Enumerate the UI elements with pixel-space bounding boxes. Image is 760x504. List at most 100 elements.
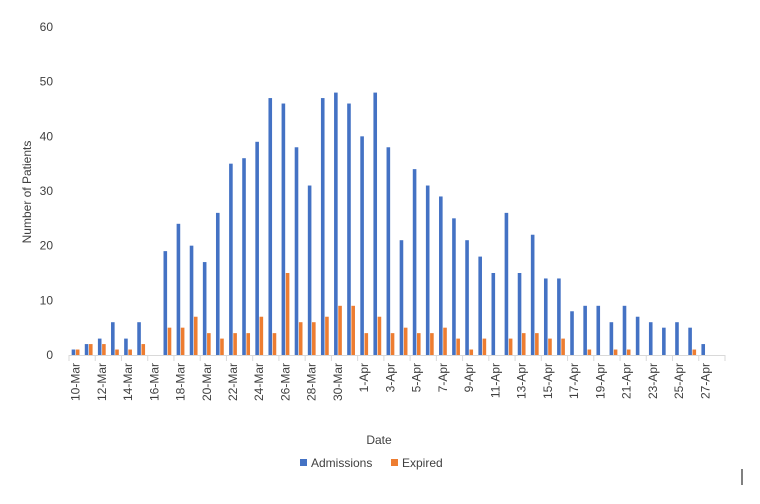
x-tick-label: 14-Mar: [121, 363, 135, 401]
bar-admissions-11-Apr: [491, 273, 496, 355]
bar-expired-27-Mar: [298, 322, 303, 355]
bar-expired-14-Apr: [535, 333, 539, 355]
bar-admissions-27-Apr: [701, 344, 706, 355]
bar-admissions-20-Apr: [609, 322, 614, 355]
x-axis: 10-Mar 12-Mar 14-Mar 16-Mar 18-Mar 20-Mar 22-M…: [68, 355, 726, 401]
y-tick-label: 50: [40, 75, 54, 89]
bar-admissions-20-Mar: [202, 262, 207, 355]
x-tick-label: 3-Apr: [383, 363, 397, 392]
bar-expired-12-Mar: [102, 344, 106, 355]
bar-expired-2-Apr: [377, 316, 382, 355]
bar-admissions-3-Apr: [386, 147, 391, 355]
bar-admissions-25-Mar: [268, 98, 273, 355]
bar-expired-16-Apr: [561, 338, 565, 355]
bar-expired-5-Apr: [416, 333, 421, 355]
bar-admissions-17-Mar: [163, 251, 168, 355]
bar-admissions-2-Apr: [373, 92, 378, 355]
bar-admissions-18-Apr: [583, 305, 587, 355]
bar-expired-20-Apr: [613, 349, 618, 355]
x-tick-label: 21-Apr: [620, 363, 634, 399]
x-axis-title: Date: [366, 433, 392, 447]
bar-expired-31-Mar: [351, 305, 355, 355]
legend-swatch-expired: [391, 459, 398, 466]
bar-expired-30-Mar: [338, 305, 342, 355]
bar-expired-26-Apr: [692, 349, 697, 355]
bar-expired-9-Apr: [469, 349, 474, 355]
bar-admissions-16-Apr: [557, 278, 561, 355]
bar-admissions-27-Mar: [294, 147, 299, 355]
bar-expired-12-Apr: [508, 338, 513, 355]
bar-expired-1-Apr: [364, 333, 369, 355]
bar-admissions-24-Apr: [662, 327, 666, 355]
bar-expired-29-Mar: [325, 316, 329, 355]
bar-expired-10-Mar: [75, 349, 80, 355]
legend-label-expired: Expired: [402, 456, 443, 470]
y-axis: 0 10 20 30 40 50 60: [40, 20, 54, 362]
bar-admissions-1-Apr: [360, 136, 364, 355]
bar-admissions-13-Mar: [111, 322, 115, 355]
x-tick-label: 5-Apr: [410, 363, 424, 392]
bar-expired-15-Mar: [141, 344, 146, 355]
x-tick-label: 9-Apr: [462, 363, 476, 392]
legend-swatch-admissions: [300, 459, 307, 466]
bar-expired-13-Mar: [115, 349, 119, 355]
x-tick-label: 7-Apr: [436, 363, 450, 392]
x-tick-label: 22-Mar: [226, 363, 240, 401]
x-tick-label: 17-Apr: [567, 363, 581, 399]
bar-admissions-24-Mar: [255, 141, 259, 355]
bar-expired-24-Mar: [259, 316, 264, 355]
y-tick-label: 20: [40, 239, 54, 253]
bar-admissions-8-Apr: [452, 218, 456, 355]
bar-expired-18-Mar: [180, 327, 185, 355]
bar-expired-3-Apr: [390, 333, 395, 355]
bar-admissions-23-Apr: [648, 322, 653, 355]
bar-admissions-13-Apr: [517, 273, 522, 355]
x-tick-label: 15-Apr: [541, 363, 555, 399]
bar-expired-10-Apr: [482, 338, 487, 355]
bar-admissions-23-Mar: [242, 158, 246, 355]
bar-expired-25-Mar: [272, 333, 277, 355]
legend-label-admissions: Admissions: [311, 456, 372, 470]
bar-admissions-6-Apr: [425, 185, 430, 355]
bar-admissions-12-Apr: [504, 212, 509, 355]
bar-admissions-31-Mar: [347, 103, 351, 355]
x-tick-label: 30-Mar: [331, 363, 345, 401]
x-tick-label: 27-Apr: [698, 363, 712, 399]
bar-admissions-15-Mar: [137, 322, 141, 355]
bar-expired-19-Mar: [193, 316, 198, 355]
bar-admissions-26-Mar: [281, 103, 286, 355]
bar-admissions-21-Apr: [622, 305, 627, 355]
bar-expired-23-Mar: [246, 333, 251, 355]
y-tick-label: 60: [40, 20, 54, 34]
x-tick-label: 11-Apr: [488, 363, 502, 398]
bar-expired-17-Mar: [167, 327, 172, 355]
x-tick-label: 12-Mar: [95, 363, 109, 401]
y-tick-label: 30: [40, 184, 54, 198]
x-tick-label: 18-Mar: [174, 363, 188, 401]
bar-admissions-15-Apr: [543, 278, 548, 355]
bar-admissions-30-Mar: [334, 92, 338, 355]
x-tick-label: 24-Mar: [252, 363, 266, 401]
bar-expired-26-Mar: [285, 273, 290, 355]
bar-expired-4-Apr: [403, 327, 408, 355]
x-tick-label: 23-Apr: [646, 363, 660, 399]
bar-expired-28-Mar: [312, 322, 316, 355]
bar-expired-20-Mar: [207, 333, 211, 355]
bar-admissions-18-Mar: [176, 223, 181, 355]
bar-expired-13-Apr: [521, 333, 526, 355]
x-tick-label: 28-Mar: [305, 363, 319, 401]
bar-expired-21-Mar: [220, 338, 224, 355]
bar-admissions-14-Apr: [530, 234, 535, 355]
bar-admissions-10-Mar: [71, 349, 76, 355]
bars: [71, 92, 706, 355]
bar-admissions-26-Apr: [688, 327, 692, 355]
bar-admissions-5-Apr: [412, 169, 417, 355]
bar-admissions-12-Mar: [97, 338, 102, 355]
bar-expired-11-Mar: [88, 344, 93, 355]
x-tick-label: 25-Apr: [672, 363, 686, 399]
bar-expired-22-Mar: [233, 333, 237, 355]
bar-admissions-14-Mar: [124, 338, 128, 355]
x-tick-label: 1-Apr: [357, 363, 371, 392]
bar-expired-14-Mar: [128, 349, 132, 355]
